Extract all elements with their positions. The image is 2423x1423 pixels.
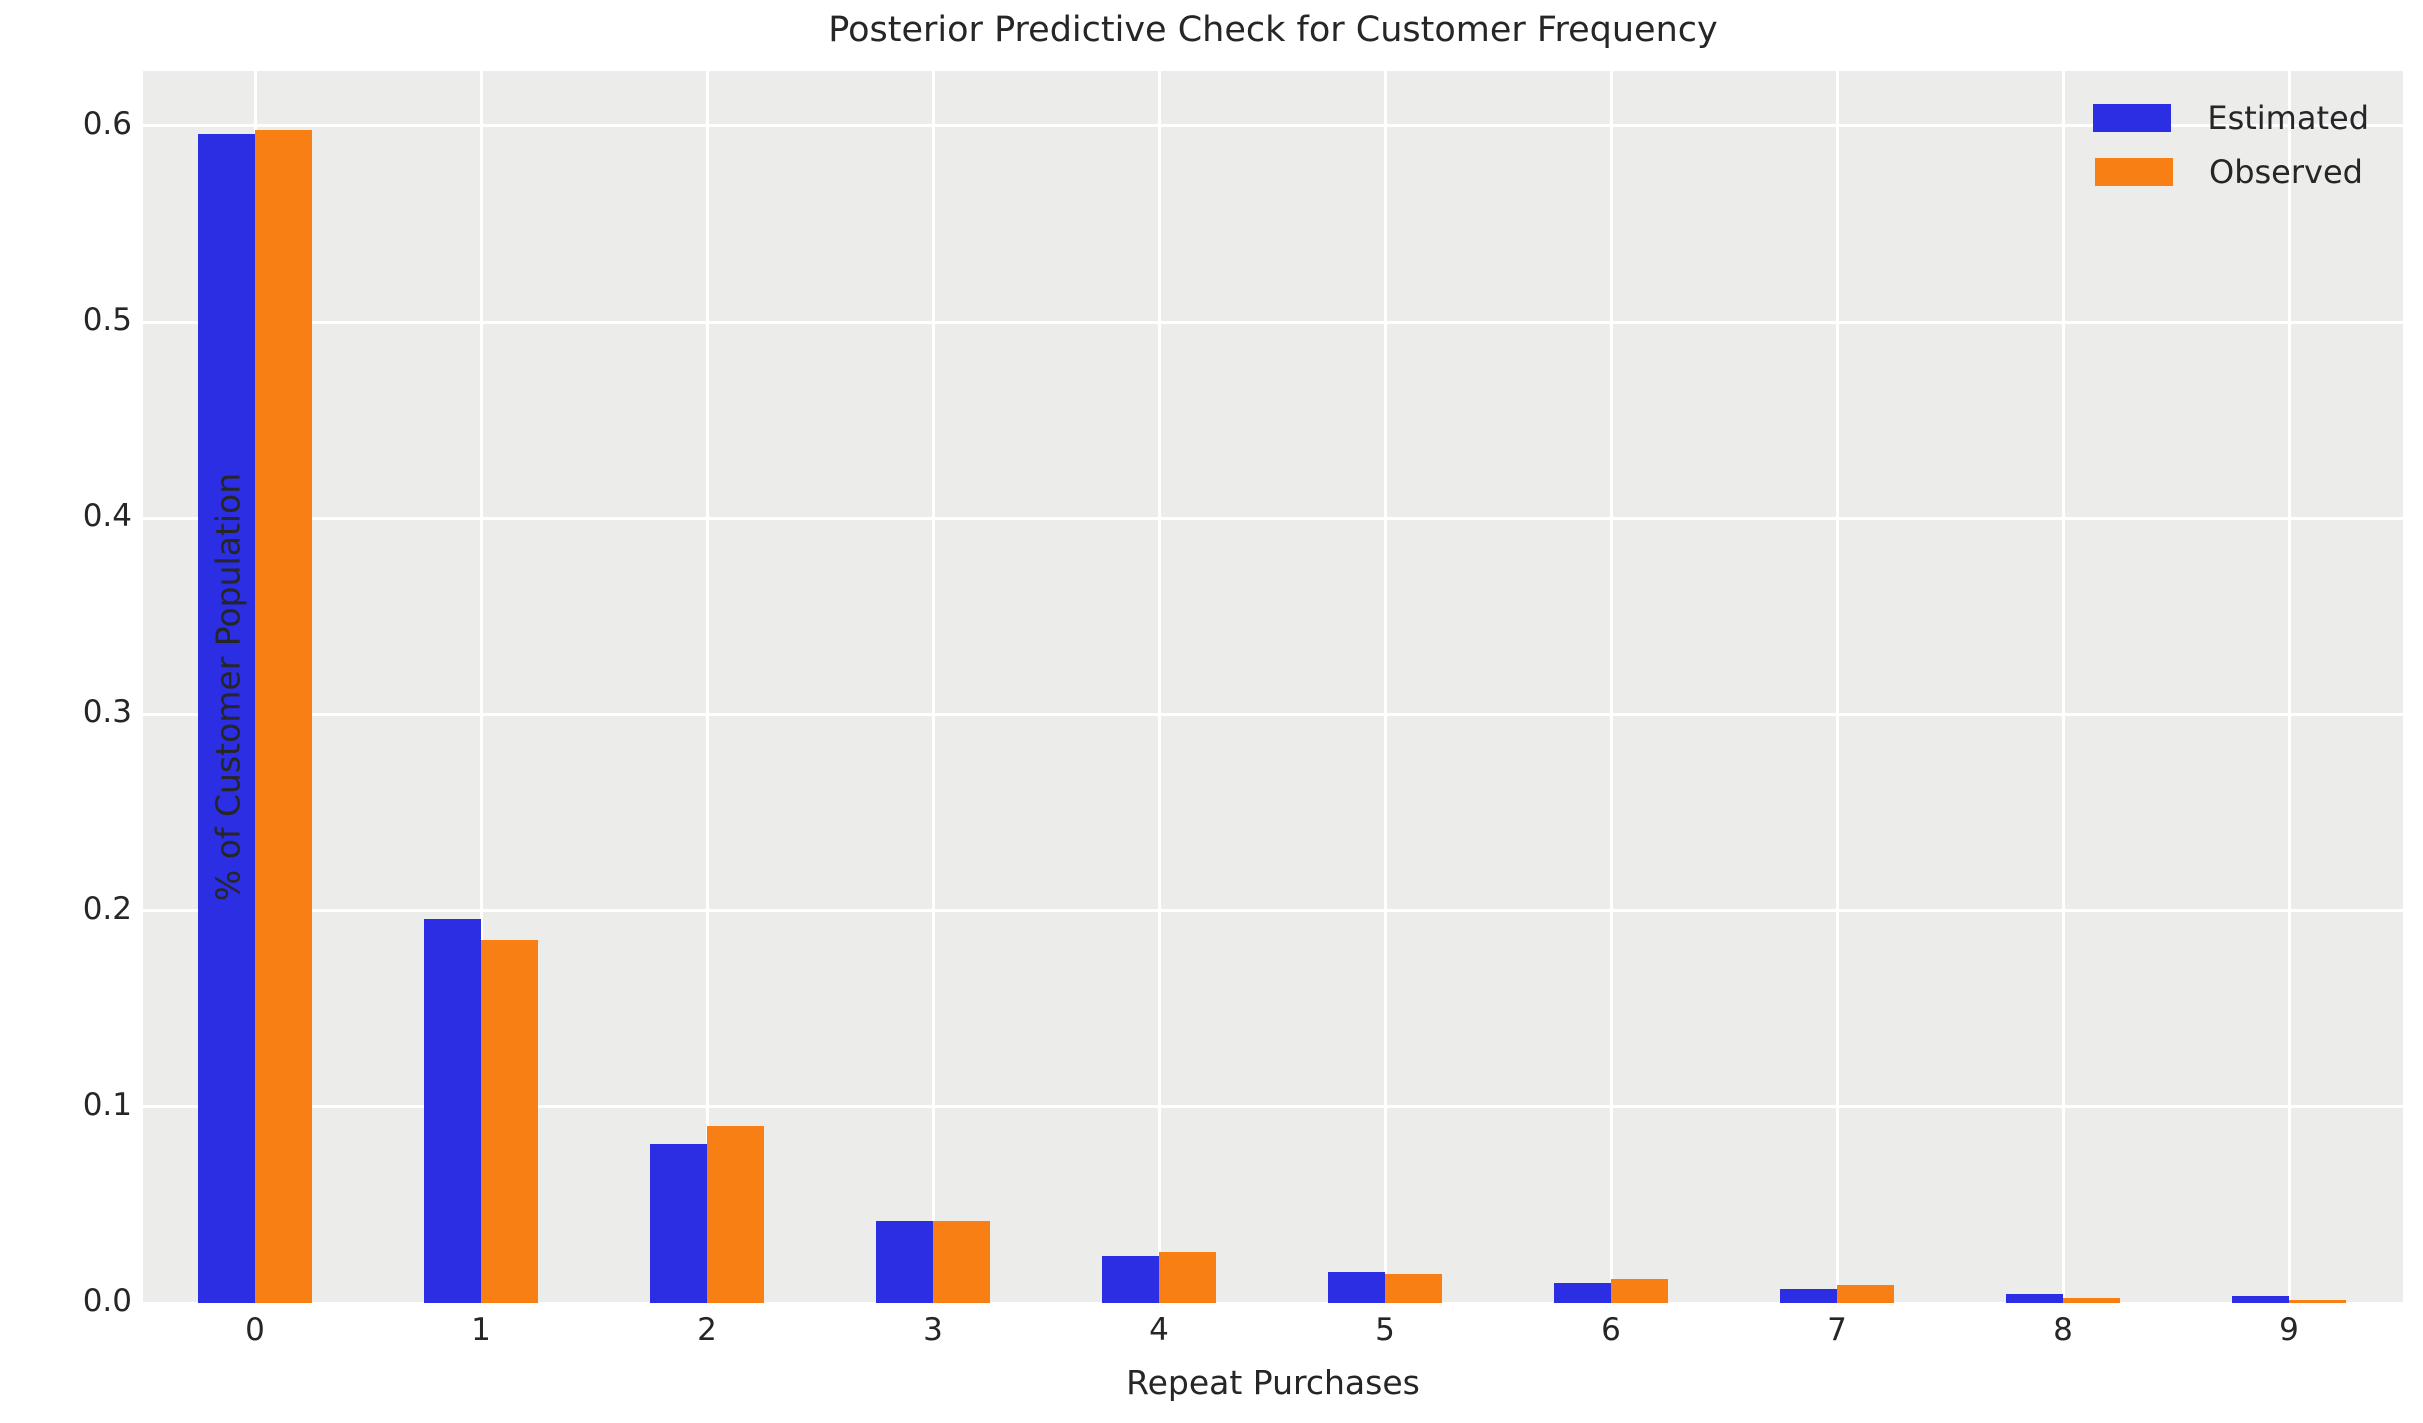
y-tick-label-0.3: 0.3	[82, 694, 132, 731]
bar-estimated-1	[424, 918, 481, 1303]
bar-observed-4	[1159, 1252, 1216, 1303]
x-tick-label-4: 4	[1149, 1312, 1169, 1348]
bar-observed-1	[481, 940, 538, 1303]
x-tick-label-6: 6	[1601, 1312, 1621, 1348]
legend-entry-observed: Observed	[2093, 153, 2369, 191]
bar-estimated-5	[1328, 1271, 1385, 1303]
x-tick-label-8: 8	[2053, 1312, 2073, 1348]
y-tick-label-0.5: 0.5	[82, 302, 132, 339]
plot-area: Estimated Observed	[143, 71, 2403, 1305]
bar-observed-8	[2063, 1298, 2120, 1303]
y-tick-label-0.0: 0.0	[82, 1283, 132, 1319]
x-axis-label: Repeat Purchases	[1126, 1363, 1420, 1402]
bar-observed-9	[2289, 1300, 2346, 1303]
bar-estimated-0	[198, 133, 255, 1303]
gridline-x-3	[931, 71, 935, 1303]
y-axis-label: % of Customer Population	[208, 472, 248, 902]
bar-observed-0	[255, 129, 312, 1303]
bar-estimated-4	[1102, 1255, 1159, 1303]
gridline-x-4	[1157, 71, 1161, 1303]
bar-estimated-6	[1554, 1283, 1611, 1303]
gridline-x-1	[479, 71, 483, 1303]
legend: Estimated Observed	[2093, 99, 2369, 191]
bar-observed-2	[707, 1126, 764, 1303]
legend-entry-estimated: Estimated	[2093, 99, 2369, 137]
gridline-y-0.0	[143, 1301, 2403, 1305]
legend-swatch-estimated	[2093, 104, 2172, 132]
y-tick-label-0.2: 0.2	[82, 890, 132, 927]
legend-swatch-observed	[2095, 158, 2173, 186]
bar-observed-7	[1837, 1285, 1894, 1303]
x-tick-label-2: 2	[697, 1312, 717, 1348]
gridline-y-0.5	[143, 320, 2403, 324]
gridline-x-8	[2061, 71, 2065, 1303]
gridline-x-5	[1383, 71, 1387, 1303]
gridline-x-2	[705, 71, 709, 1303]
gridline-x-9	[2287, 71, 2291, 1303]
x-tick-label-3: 3	[923, 1312, 943, 1348]
x-tick-label-5: 5	[1375, 1312, 1395, 1348]
gridline-x-6	[1609, 71, 1613, 1303]
chart-title: Posterior Predictive Check for Customer …	[828, 10, 1718, 50]
bar-observed-6	[1611, 1279, 1668, 1303]
y-tick-label-0.4: 0.4	[82, 498, 132, 535]
y-tick-label-0.1: 0.1	[82, 1086, 132, 1123]
bar-estimated-8	[2006, 1294, 2063, 1303]
gridline-y-0.4	[143, 516, 2403, 520]
x-tick-label-0: 0	[245, 1312, 265, 1348]
bar-observed-5	[1385, 1273, 1442, 1303]
gridline-x-7	[1835, 71, 1839, 1303]
legend-label-observed: Observed	[2209, 153, 2363, 191]
x-tick-label-1: 1	[471, 1312, 491, 1348]
x-tick-label-9: 9	[2279, 1312, 2299, 1348]
bar-estimated-3	[876, 1220, 933, 1303]
bar-estimated-7	[1780, 1289, 1837, 1303]
gridline-y-0.2	[143, 909, 2403, 913]
gridline-y-0.3	[143, 712, 2403, 716]
bar-estimated-9	[2232, 1295, 2289, 1303]
bar-estimated-2	[650, 1144, 707, 1303]
gridline-y-0.1	[143, 1105, 2403, 1109]
y-tick-label-0.6: 0.6	[82, 105, 132, 142]
bar-observed-3	[933, 1220, 990, 1303]
x-tick-label-7: 7	[1827, 1312, 1847, 1348]
legend-label-estimated: Estimated	[2207, 99, 2369, 137]
gridline-y-0.6	[143, 124, 2403, 128]
